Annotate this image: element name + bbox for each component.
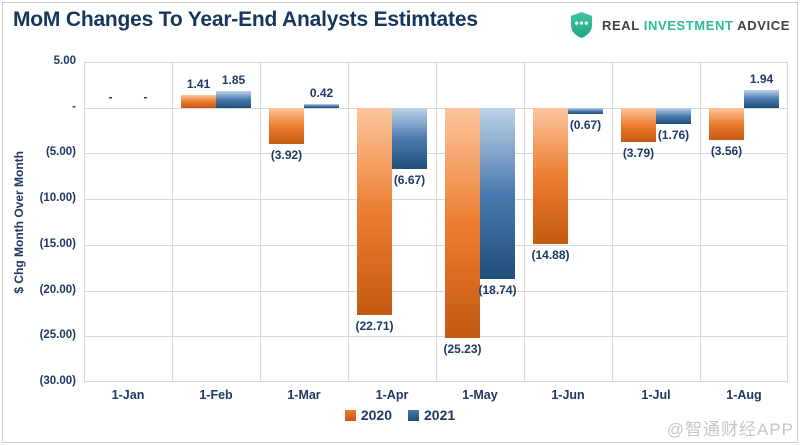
x-axis-label-1-Feb: 1-Feb xyxy=(199,388,233,402)
chart-legend: 2020 2021 xyxy=(0,407,800,423)
bar-2021-1-Mar xyxy=(304,103,339,108)
gridline-vertical xyxy=(436,62,437,382)
gridline-vertical xyxy=(172,62,173,382)
y-tick-label: - xyxy=(72,100,76,113)
bar-2020-1-Feb xyxy=(181,94,216,108)
gridline-vertical xyxy=(612,62,613,382)
bar-2021-1-Jun xyxy=(568,107,603,114)
y-tick-label: (5.00) xyxy=(45,146,76,159)
brand-wordmark: REAL INVESTMENT ADVICE xyxy=(602,18,790,33)
watermark: @智通财经APP xyxy=(666,420,794,439)
bar-2021-1-Jul xyxy=(656,107,691,124)
x-axis-label-1-May: 1-May xyxy=(462,388,498,402)
x-axis-label-1-Aug: 1-Aug xyxy=(726,388,762,402)
data-label-2020-1-Feb: 1.41 xyxy=(186,76,211,91)
brand-word-real: REAL xyxy=(601,17,640,33)
page-title: MoM Changes To Year-End Analysts Estimta… xyxy=(13,8,478,31)
data-label-2021-1-Mar: 0.42 xyxy=(309,85,334,100)
legend-swatch-2021 xyxy=(408,409,419,421)
legend-item-2021: 2021 xyxy=(408,407,455,423)
data-label-2020-1-Aug: (3.56) xyxy=(710,144,743,159)
brand-logo: REAL INVESTMENT ADVICE xyxy=(569,11,790,39)
x-axis-label-1-Mar: 1-Mar xyxy=(287,388,321,402)
gridline-vertical xyxy=(700,62,701,382)
y-axis-ticks: 5.00 - (5.00) (10.00) (15.00) (20.00) (25.00) (… xyxy=(0,55,80,387)
y-tick-label: (25.00) xyxy=(39,329,76,342)
bar-2020-1-May xyxy=(445,107,480,339)
bar-2020-1-Apr xyxy=(357,107,392,316)
bar-2020-1-Mar xyxy=(269,107,304,144)
y-tick-label: 5.00 xyxy=(53,55,76,67)
legend-swatch-2020 xyxy=(344,409,356,421)
data-label-2021-1-Jul: (1.76) xyxy=(657,127,690,142)
y-tick-label: (30.00) xyxy=(39,375,76,387)
data-label-2021-1-May: (18.74) xyxy=(478,283,517,298)
legend-item-2020: 2020 xyxy=(344,407,392,423)
brand-word-advice: ADVICE xyxy=(737,17,790,33)
gridline-vertical xyxy=(348,62,349,382)
gridline-vertical xyxy=(84,62,85,382)
brand-word-investment: INVESTMENT xyxy=(643,17,734,33)
shield-ellipsis-icon xyxy=(569,11,594,39)
y-tick-label: (15.00) xyxy=(39,237,76,250)
gridline-vertical xyxy=(524,62,525,382)
data-label-2020-1-Jan: - xyxy=(108,89,113,104)
data-label-2020-1-Apr: (22.71) xyxy=(355,319,394,334)
legend-label-2020: 2020 xyxy=(360,407,392,423)
x-axis-label-1-Jan: 1-Jan xyxy=(111,388,145,402)
bar-2021-1-Feb xyxy=(216,90,251,108)
bar-2021-1-May xyxy=(480,107,515,280)
legend-label-2021: 2021 xyxy=(424,407,456,423)
data-label-2021-1-Feb: 1.85 xyxy=(221,72,246,87)
x-axis-label-1-Jun: 1-Jun xyxy=(551,388,585,402)
y-tick-label: (10.00) xyxy=(39,192,76,205)
bar-2021-1-Apr xyxy=(392,107,427,169)
data-label-2021-1-Aug: 1.94 xyxy=(749,71,774,86)
x-axis-labels: 1-Jan 1-Feb 1-Mar 1-Apr 1-May 1-Jun 1-Jul 1-Aug xyxy=(84,388,788,406)
data-label-2021-1-Jun: (0.67) xyxy=(569,117,602,132)
bar-2020-1-Jun xyxy=(533,107,568,244)
data-label-2020-1-May: (25.23) xyxy=(443,342,482,357)
y-tick-label: (20.00) xyxy=(39,283,76,296)
data-label-2020-1-Jun: (14.88) xyxy=(531,247,570,262)
data-label-2020-1-Jul: (3.79) xyxy=(622,146,655,161)
gridline-vertical xyxy=(787,62,788,382)
x-axis-label-1-Jul: 1-Jul xyxy=(641,388,671,402)
data-label-2021-1-Apr: (6.67) xyxy=(393,172,426,187)
gridline-vertical xyxy=(260,62,261,382)
bar-2020-1-Jul xyxy=(621,107,656,143)
bar-2020-1-Aug xyxy=(709,107,744,141)
x-axis-label-1-Apr: 1-Apr xyxy=(375,388,409,402)
data-label-2020-1-Mar: (3.92) xyxy=(270,147,303,162)
bar-2021-1-Aug xyxy=(744,89,779,108)
plot-area: - 1.41 (3.92) (22.71) (25.23) (14.88) (3.79) (3… xyxy=(84,62,788,382)
data-label-2021-1-Jan: - xyxy=(143,89,148,104)
